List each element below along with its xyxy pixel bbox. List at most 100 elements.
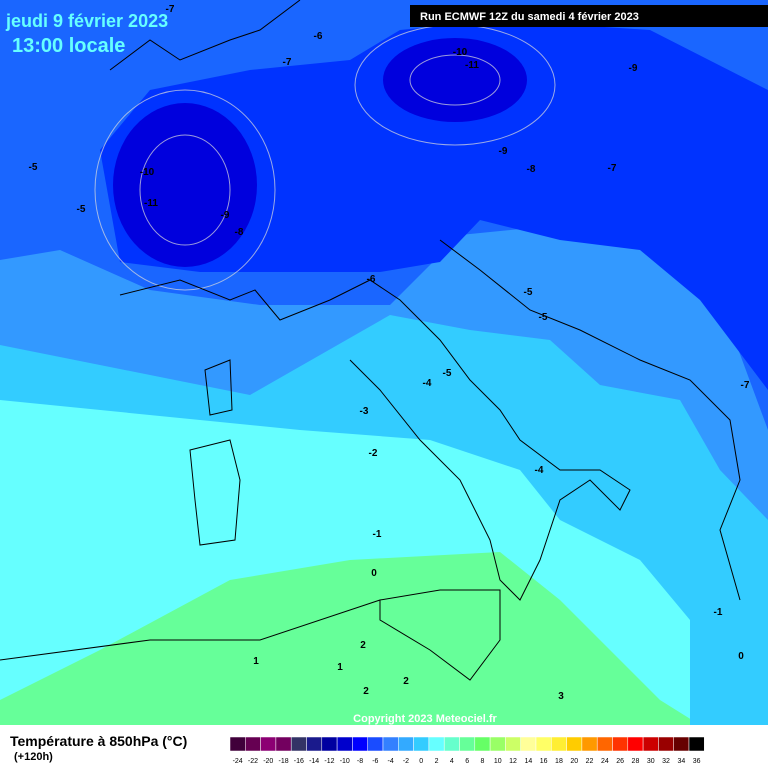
legend-swatch [474,736,491,752]
contour-label: -11 [144,198,158,209]
legend-tick: 22 [586,758,594,765]
legend-swatch [275,736,292,752]
contour-label: -3 [360,406,369,417]
contour-label: -4 [535,465,544,476]
contour-label: -5 [524,287,533,298]
legend-tick: 30 [647,758,655,765]
legend-swatch [336,736,353,752]
legend-swatch [658,736,674,752]
legend-swatch [352,736,368,752]
legend-swatch [229,736,246,752]
contour-label: -1 [714,607,723,618]
legend-swatch [505,736,521,752]
legend-tick: 20 [570,758,578,765]
contour-label: -2 [369,448,378,459]
legend-swatch [642,736,659,752]
legend-lead: (+120h) [14,751,53,763]
contour-label: -8 [527,164,536,175]
legend-swatch [367,736,384,752]
legend-swatch [413,736,430,752]
legend-swatch [306,736,323,752]
contour-label: 0 [738,651,744,662]
contour-label: -7 [608,163,617,174]
legend-swatch [535,736,552,752]
copyright: Copyright 2023 Meteociel.fr [353,713,497,725]
legend-swatch [245,736,261,752]
legend-swatch [520,736,537,752]
contour-label: -1 [373,529,382,540]
coastlines [0,0,741,681]
legend-tick: 28 [632,758,640,765]
contour-label: -7 [166,4,175,15]
contour-label: -11 [465,60,479,71]
legend-swatch [443,736,460,752]
legend-swatch [627,736,644,752]
band-green [0,552,700,725]
legend-tick: -4 [388,758,394,765]
legend-tick: 18 [555,758,563,765]
legend-tick: 0 [419,758,423,765]
contour-label: 1 [253,656,259,667]
legend-swatch [489,736,506,752]
contour-label: -10 [453,47,468,58]
contour-label: -9 [221,210,230,221]
contour-label: -7 [283,57,292,68]
run-label: Run ECMWF 12Z du samedi 4 février 2023 [420,11,639,23]
contour-label: -6 [314,31,323,42]
legend-swatch [596,736,613,752]
legend-tick: -20 [263,758,273,765]
legend-tick: -24 [233,758,243,765]
legend-tick: 6 [465,758,469,765]
legend-swatch [673,736,690,752]
contour-label: -10 [140,167,155,178]
legend-tick: -16 [294,758,304,765]
legend-tick: 16 [540,758,548,765]
date-label: jeudi 9 février 2023 [5,11,168,31]
legend-tick: -6 [372,758,378,765]
legend-swatch [398,736,414,752]
contour-label: -5 [443,368,452,379]
cold-core [113,103,257,267]
legend-tick: 14 [524,758,532,765]
contour-label: -5 [539,312,548,323]
contour-label: 2 [363,686,369,697]
legend-swatch [551,736,567,752]
legend-swatch [321,736,338,752]
contour-label: 2 [403,676,409,687]
legend-swatch [459,736,476,752]
legend-tick: 10 [494,758,502,765]
legend-title: Température à 850hPa (°C) [10,733,187,749]
legend-swatch [566,736,583,752]
contour-label: 3 [558,691,564,702]
legend-tick: 32 [662,758,670,765]
contour-label: -7 [741,380,750,391]
legend-tick: -22 [248,758,258,765]
legend-swatch [688,736,705,752]
legend-tick: 2 [435,758,439,765]
contour-label: -4 [423,378,432,389]
legend-swatch [260,736,277,752]
legend-swatch [382,736,399,752]
time-label: 13:00 locale [12,35,125,57]
legend-tick: 26 [616,758,624,765]
contour-labels: -7-6-7-10-11 -9-5-5-10-11-9-8-9-8 -7-6-5-5… [29,4,750,702]
contour-label: 2 [360,640,366,651]
contour-label: -9 [499,146,508,157]
legend-tick: 24 [601,758,609,765]
legend-tick: -8 [357,758,363,765]
legend-swatch [612,736,629,752]
legend-tick: -18 [278,758,288,765]
legend-swatch [581,736,598,752]
run-box [410,5,768,27]
legend-tick: 12 [509,758,517,765]
contour-label: -6 [367,274,376,285]
contour-label: -8 [235,227,244,238]
legend-swatch [428,736,445,752]
contour-label: -9 [629,63,638,74]
legend-tick: 8 [480,758,484,765]
legend-tick: -12 [324,758,334,765]
contour-label: -5 [77,204,86,215]
cold-core [383,38,527,122]
